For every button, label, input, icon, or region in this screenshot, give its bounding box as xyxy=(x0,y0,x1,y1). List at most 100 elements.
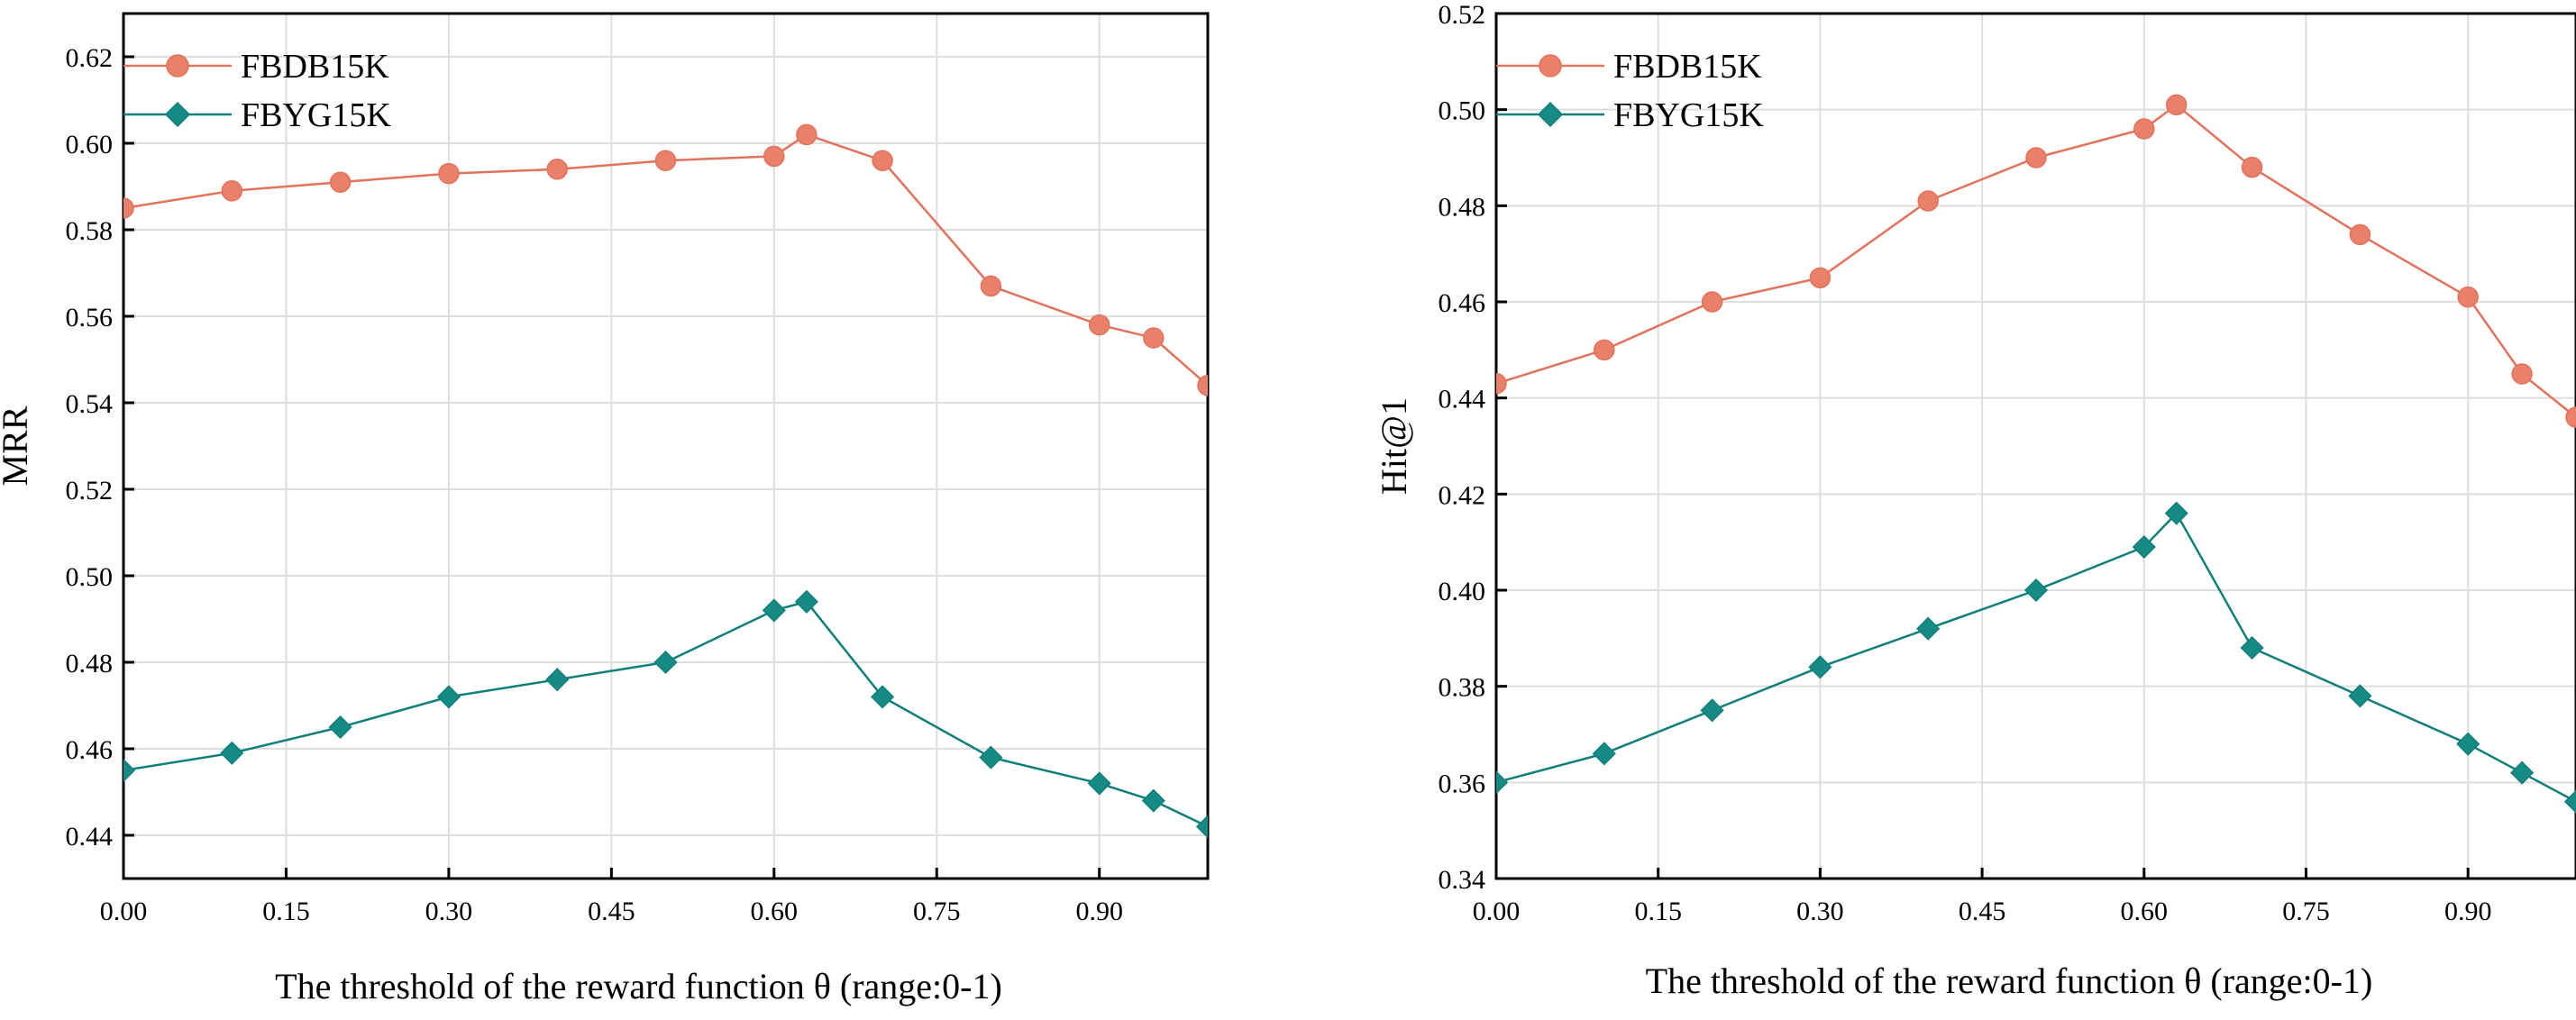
data-point xyxy=(2240,635,2264,660)
data-point xyxy=(1141,788,1165,813)
y-axis-title: Hit@1 xyxy=(1374,397,1414,495)
data-point xyxy=(2457,286,2479,308)
x-tick-label: 0.00 xyxy=(100,897,148,926)
data-point xyxy=(762,598,786,623)
data-point xyxy=(328,715,352,740)
x-tick-label: 0.15 xyxy=(262,897,310,926)
y-tick-label: 0.58 xyxy=(66,216,114,246)
series-fbyg15k-mrr xyxy=(123,589,1208,839)
data-point xyxy=(2025,147,2047,168)
data-point xyxy=(123,197,134,219)
data-point xyxy=(1700,698,1724,723)
data-point xyxy=(1197,375,1208,396)
data-point xyxy=(2349,223,2371,246)
x-tick-label: 0.60 xyxy=(751,897,799,926)
y-tick-label: 0.44 xyxy=(66,822,114,852)
y-tick-label: 0.60 xyxy=(66,130,114,159)
y-tick-label: 0.56 xyxy=(66,303,114,332)
data-point xyxy=(1808,655,1832,679)
x-tick-label: 0.45 xyxy=(1959,897,2006,926)
x-tick-label: 0.45 xyxy=(588,897,635,926)
data-point xyxy=(438,162,460,185)
data-point xyxy=(2165,94,2188,116)
plot-frame-mrr xyxy=(122,12,1210,880)
y-tick-label: 0.50 xyxy=(1439,96,1486,126)
y-tick-label: 0.48 xyxy=(66,649,114,678)
legend-label: FBYG15K xyxy=(241,96,391,134)
data-point xyxy=(763,145,785,168)
data-point xyxy=(1592,742,1616,766)
data-point xyxy=(2348,684,2372,708)
legend-label: FBDB15K xyxy=(241,48,389,86)
y-tick-label: 0.40 xyxy=(1439,577,1486,606)
data-point xyxy=(329,171,352,193)
data-point xyxy=(872,150,893,171)
data-point xyxy=(1143,327,1165,349)
data-point xyxy=(1496,770,1509,795)
data-point xyxy=(979,745,1003,770)
legend-marker xyxy=(1539,54,1562,77)
data-point xyxy=(2241,156,2263,178)
series-fbdb15k-hit1 xyxy=(1496,94,2576,428)
data-point xyxy=(980,275,1002,297)
x-tick-label: 0.90 xyxy=(1075,897,1123,926)
y-tick-label: 0.52 xyxy=(66,476,114,505)
grid-mrr xyxy=(123,14,1208,879)
x-axis-title: The threshold of the reward function θ (… xyxy=(1646,961,2373,1001)
plot-frame-hit1 xyxy=(1494,12,2576,880)
legend-marker xyxy=(166,54,189,77)
data-point xyxy=(546,159,568,180)
y-tick-label: 0.54 xyxy=(66,389,114,419)
data-point xyxy=(2510,760,2535,785)
x-tick-label: 0.75 xyxy=(2282,897,2330,926)
x-tick-label: 0.90 xyxy=(2444,897,2492,926)
chart-panel-mrr: 0.00 0.15 0.30 0.45 0.60 0.75 0.90 0.44 0.46 0.48… xyxy=(0,12,1210,1006)
x-tick-label: 0.30 xyxy=(1796,897,1844,926)
y-tick-label: 0.38 xyxy=(1439,673,1486,703)
data-point xyxy=(794,589,818,614)
data-point xyxy=(2511,363,2533,385)
x-tick-label: 0.30 xyxy=(425,897,473,926)
series-fbdb15k-mrr xyxy=(123,123,1208,396)
legend-label: FBDB15K xyxy=(1613,48,1762,86)
data-point xyxy=(2132,534,2156,560)
data-point xyxy=(2565,406,2576,428)
y-tick-label: 0.46 xyxy=(66,735,114,765)
y-tick-label: 0.52 xyxy=(1439,0,1486,30)
y-tick-label: 0.42 xyxy=(1439,480,1486,510)
series-fbyg15k-hit1 xyxy=(1496,501,2576,814)
data-point xyxy=(1088,314,1110,336)
y-axis-title: MRR xyxy=(0,405,35,486)
chart-panel-hit1: 0.00 0.15 0.30 0.45 0.60 0.75 0.90 0.34 0.36 0.38… xyxy=(1374,0,2576,1001)
data-point xyxy=(653,650,678,675)
y-tick-label: 0.44 xyxy=(1439,385,1486,414)
data-point xyxy=(1195,815,1208,839)
x-tick-label: 0.60 xyxy=(2121,897,2169,926)
y-tick-label: 0.62 xyxy=(66,43,114,73)
data-point xyxy=(2023,578,2049,603)
legend-label: FBYG15K xyxy=(1613,96,1764,134)
data-point xyxy=(221,180,243,202)
data-point xyxy=(1917,190,1939,212)
y-tick-label: 0.34 xyxy=(1439,865,1486,895)
data-point xyxy=(1701,291,1723,313)
x-tick-label: 0.15 xyxy=(1634,897,1682,926)
data-point xyxy=(2133,118,2155,140)
data-point xyxy=(545,668,570,692)
data-point xyxy=(1916,616,1941,641)
data-point xyxy=(1496,372,1507,395)
data-point xyxy=(1809,267,1832,289)
data-point xyxy=(436,685,461,709)
data-point xyxy=(220,741,244,765)
data-point xyxy=(1087,771,1111,796)
legend-marker xyxy=(1537,101,1564,128)
data-point xyxy=(2456,732,2480,756)
x-axis-title: The threshold of the reward function θ (… xyxy=(275,966,1002,1006)
data-point xyxy=(2164,501,2188,525)
data-point xyxy=(871,685,895,709)
x-tick-label: 0.00 xyxy=(1473,897,1521,926)
y-tick-label: 0.50 xyxy=(66,562,114,592)
legend-mrr: FBDB15K FBYG15K xyxy=(123,48,391,134)
y-tick-label: 0.48 xyxy=(1439,192,1486,222)
